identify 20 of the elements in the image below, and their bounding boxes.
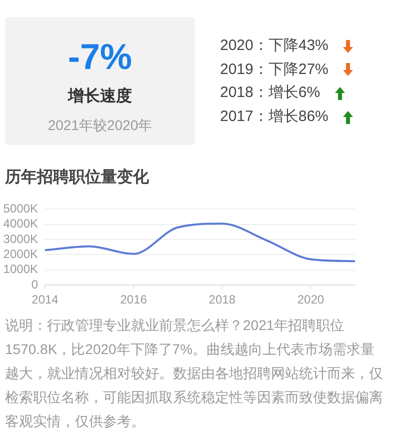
text: 2017：增长86%: [220, 107, 328, 128]
x-tick-label: 2016: [120, 292, 148, 307]
line-series: [45, 222, 355, 262]
x-tick-label: 2014: [32, 292, 59, 307]
text: 2021年较2020年: [46, 116, 154, 135]
text: -7%: [66, 35, 134, 79]
text: 2019：下降27%: [220, 60, 328, 80]
y-tick-label: 2000K: [3, 246, 38, 261]
y-tick-label: 3000K: [3, 232, 38, 246]
text: 2020：下降43%: [220, 36, 328, 56]
chart-title: 历年招聘职位量变化: [5, 168, 149, 188]
y-tick-label: 1000K: [3, 262, 38, 276]
y-tick-label: 0: [31, 277, 38, 292]
text: 增长速度: [66, 86, 133, 107]
text: 2018：增长6%: [220, 83, 320, 104]
text: 说明：行政管理专业就业前景怎么样？2021年招聘职位1570.8K，比2020年下降了7%。曲线越向上代表市场需求量越大，就业情况相对较好。数据由各地招聘网站统计而来，仅检索职位名称，可能因抓取系统稳定性等因素而致使数据偏离客观实情，仅供参考。: [5, 316, 384, 431]
y-tick-label: 4000K: [3, 216, 38, 231]
y-tick-label: 5000K: [3, 202, 38, 216]
x-tick-label: 2020: [297, 292, 324, 307]
x-tick-label: 2018: [208, 292, 236, 307]
